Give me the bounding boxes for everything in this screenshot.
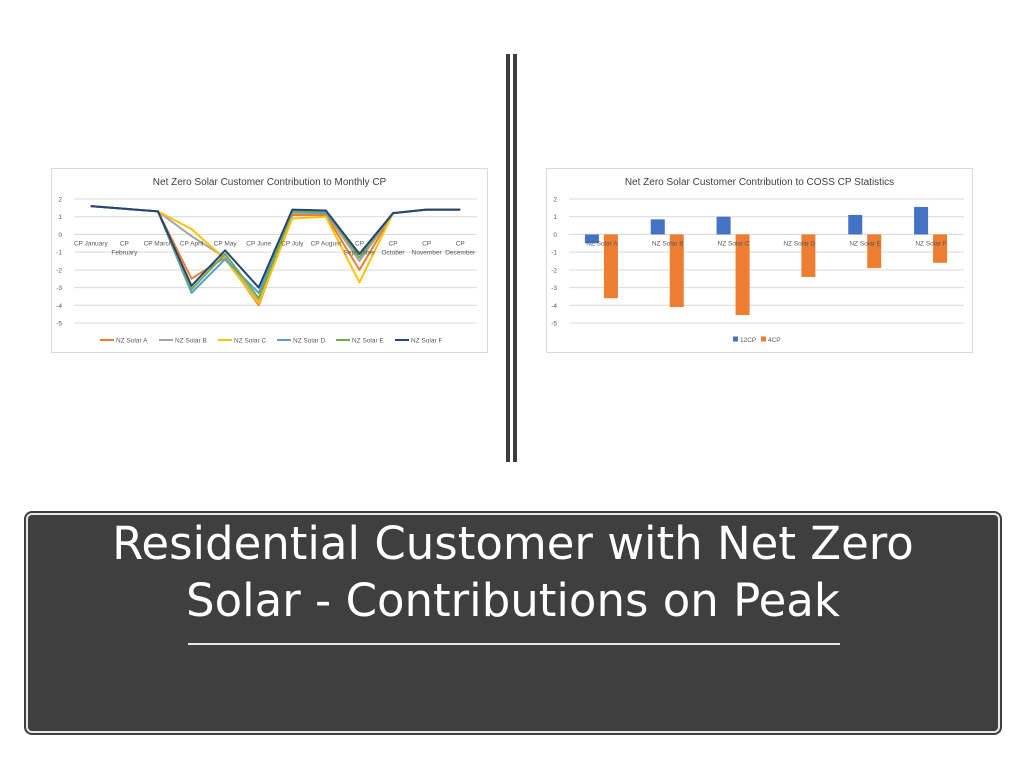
y-tick-label: -2 [56,267,62,274]
x-tick-label: September [344,249,377,256]
x-tick-label: CP [355,240,364,247]
y-tick-label: -3 [56,285,62,292]
x-tick-label: CP April [180,240,204,247]
line-chart-title: Net Zero Solar Customer Contribution to … [152,177,387,188]
x-tick-label: NZ Solar E [849,240,881,247]
title-panel: Residential Customer with Net Zero Solar… [26,513,1000,733]
x-tick-label: October [381,249,405,256]
x-tick-label: February [111,249,138,256]
x-tick-label: CP August [311,240,342,247]
slide-title-line-2: Solar - Contributions on Peak [186,574,840,627]
y-tick-label: -5 [56,321,62,328]
y-tick-label: -1 [551,250,557,257]
x-tick-label: NZ Solar D [783,240,815,247]
y-tick-label: -2 [551,267,557,274]
bar [867,234,882,269]
bar [848,214,863,235]
legend-label: 12CP [740,337,756,344]
y-tick-label: -4 [551,303,557,310]
legend-label: NZ Solar F [411,338,442,345]
x-tick-label: November [412,249,443,256]
y-tick-label: -5 [551,321,557,328]
x-tick-label: NZ Solar F [915,240,946,247]
slide-title-line-1: Residential Customer with Net Zero [112,517,914,570]
x-tick-label: CP [422,240,431,247]
coss-cp-bar-chart: Net Zero Solar Customer Contribution to … [546,168,973,353]
bar [801,234,816,277]
x-tick-label: NZ Solar A [586,240,618,247]
x-tick-label: NZ Solar B [652,240,684,247]
legend-label: NZ Solar A [116,338,148,345]
x-tick-label: CP July [281,240,304,247]
legend-label: NZ Solar D [293,338,325,345]
y-tick-label: 2 [58,197,62,204]
bar [933,234,948,263]
y-tick-label: 1 [553,214,557,221]
bar-chart-svg: 2 1 0 -1 -2 -3 -4 -5 NZ Solar A NZ Solar B NZ Sola… [551,197,964,344]
slide-title: Residential Customer with Net Zero Solar… [28,515,998,629]
bar [716,216,731,235]
legend-label: NZ Solar B [175,338,207,345]
y-tick-label: -3 [551,285,557,292]
x-tick-label: CP May [214,240,238,247]
y-tick-label: -4 [56,303,62,310]
legend-label: 4CP [768,337,781,344]
x-tick-label: CP [120,240,129,247]
x-tick-label: NZ Solar C [718,240,750,247]
x-tick-label: CP [389,240,398,247]
bar [584,234,599,244]
line-chart-svg: 2 1 0 -1 -2 -3 -4 -5 CP January CP February CP Marc… [56,197,477,345]
bar [603,234,618,299]
bar-chart-title: Net Zero Solar Customer Contribution to … [624,177,895,188]
legend-swatch [761,336,766,342]
y-tick-label: -1 [56,250,62,257]
monthly-cp-line-chart: Net Zero Solar Customer Contribution to … [51,168,488,353]
title-underline [188,643,840,645]
x-tick-label: CP June [246,240,271,247]
legend-label: NZ Solar E [352,338,384,345]
legend-label: NZ Solar C [234,338,266,345]
y-tick-label: 1 [58,214,62,221]
x-tick-label: CP March [144,240,173,247]
vertical-divider [506,54,517,462]
series-line [90,205,461,289]
bar [914,206,929,235]
bar [650,219,665,235]
legend-swatch [733,336,738,342]
x-tick-label: December [445,249,476,256]
y-tick-label: 0 [553,232,557,239]
bar [735,234,750,316]
x-tick-label: CP [456,240,465,247]
y-tick-label: 2 [553,197,557,204]
x-tick-label: CP January [74,240,109,247]
y-tick-label: 0 [58,232,62,239]
bar [669,234,684,308]
